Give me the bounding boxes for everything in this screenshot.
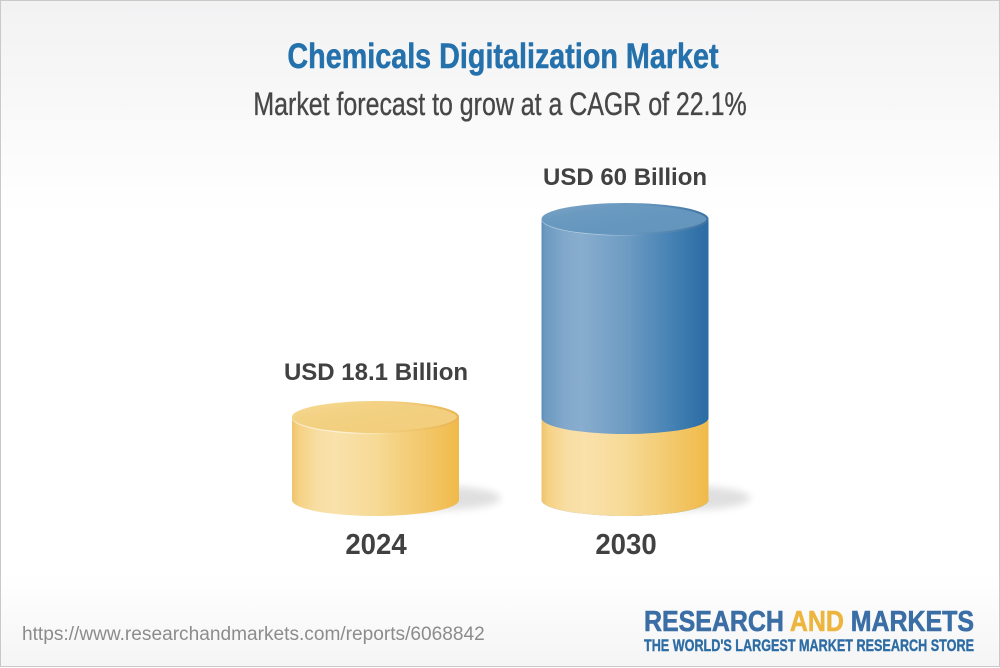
svg-text:THE WORLD'S LARGEST MARKET RES: THE WORLD'S LARGEST MARKET RESEARCH STOR… xyxy=(644,637,974,655)
svg-text:RESEARCH AND MARKETS: RESEARCH AND MARKETS xyxy=(644,606,974,638)
